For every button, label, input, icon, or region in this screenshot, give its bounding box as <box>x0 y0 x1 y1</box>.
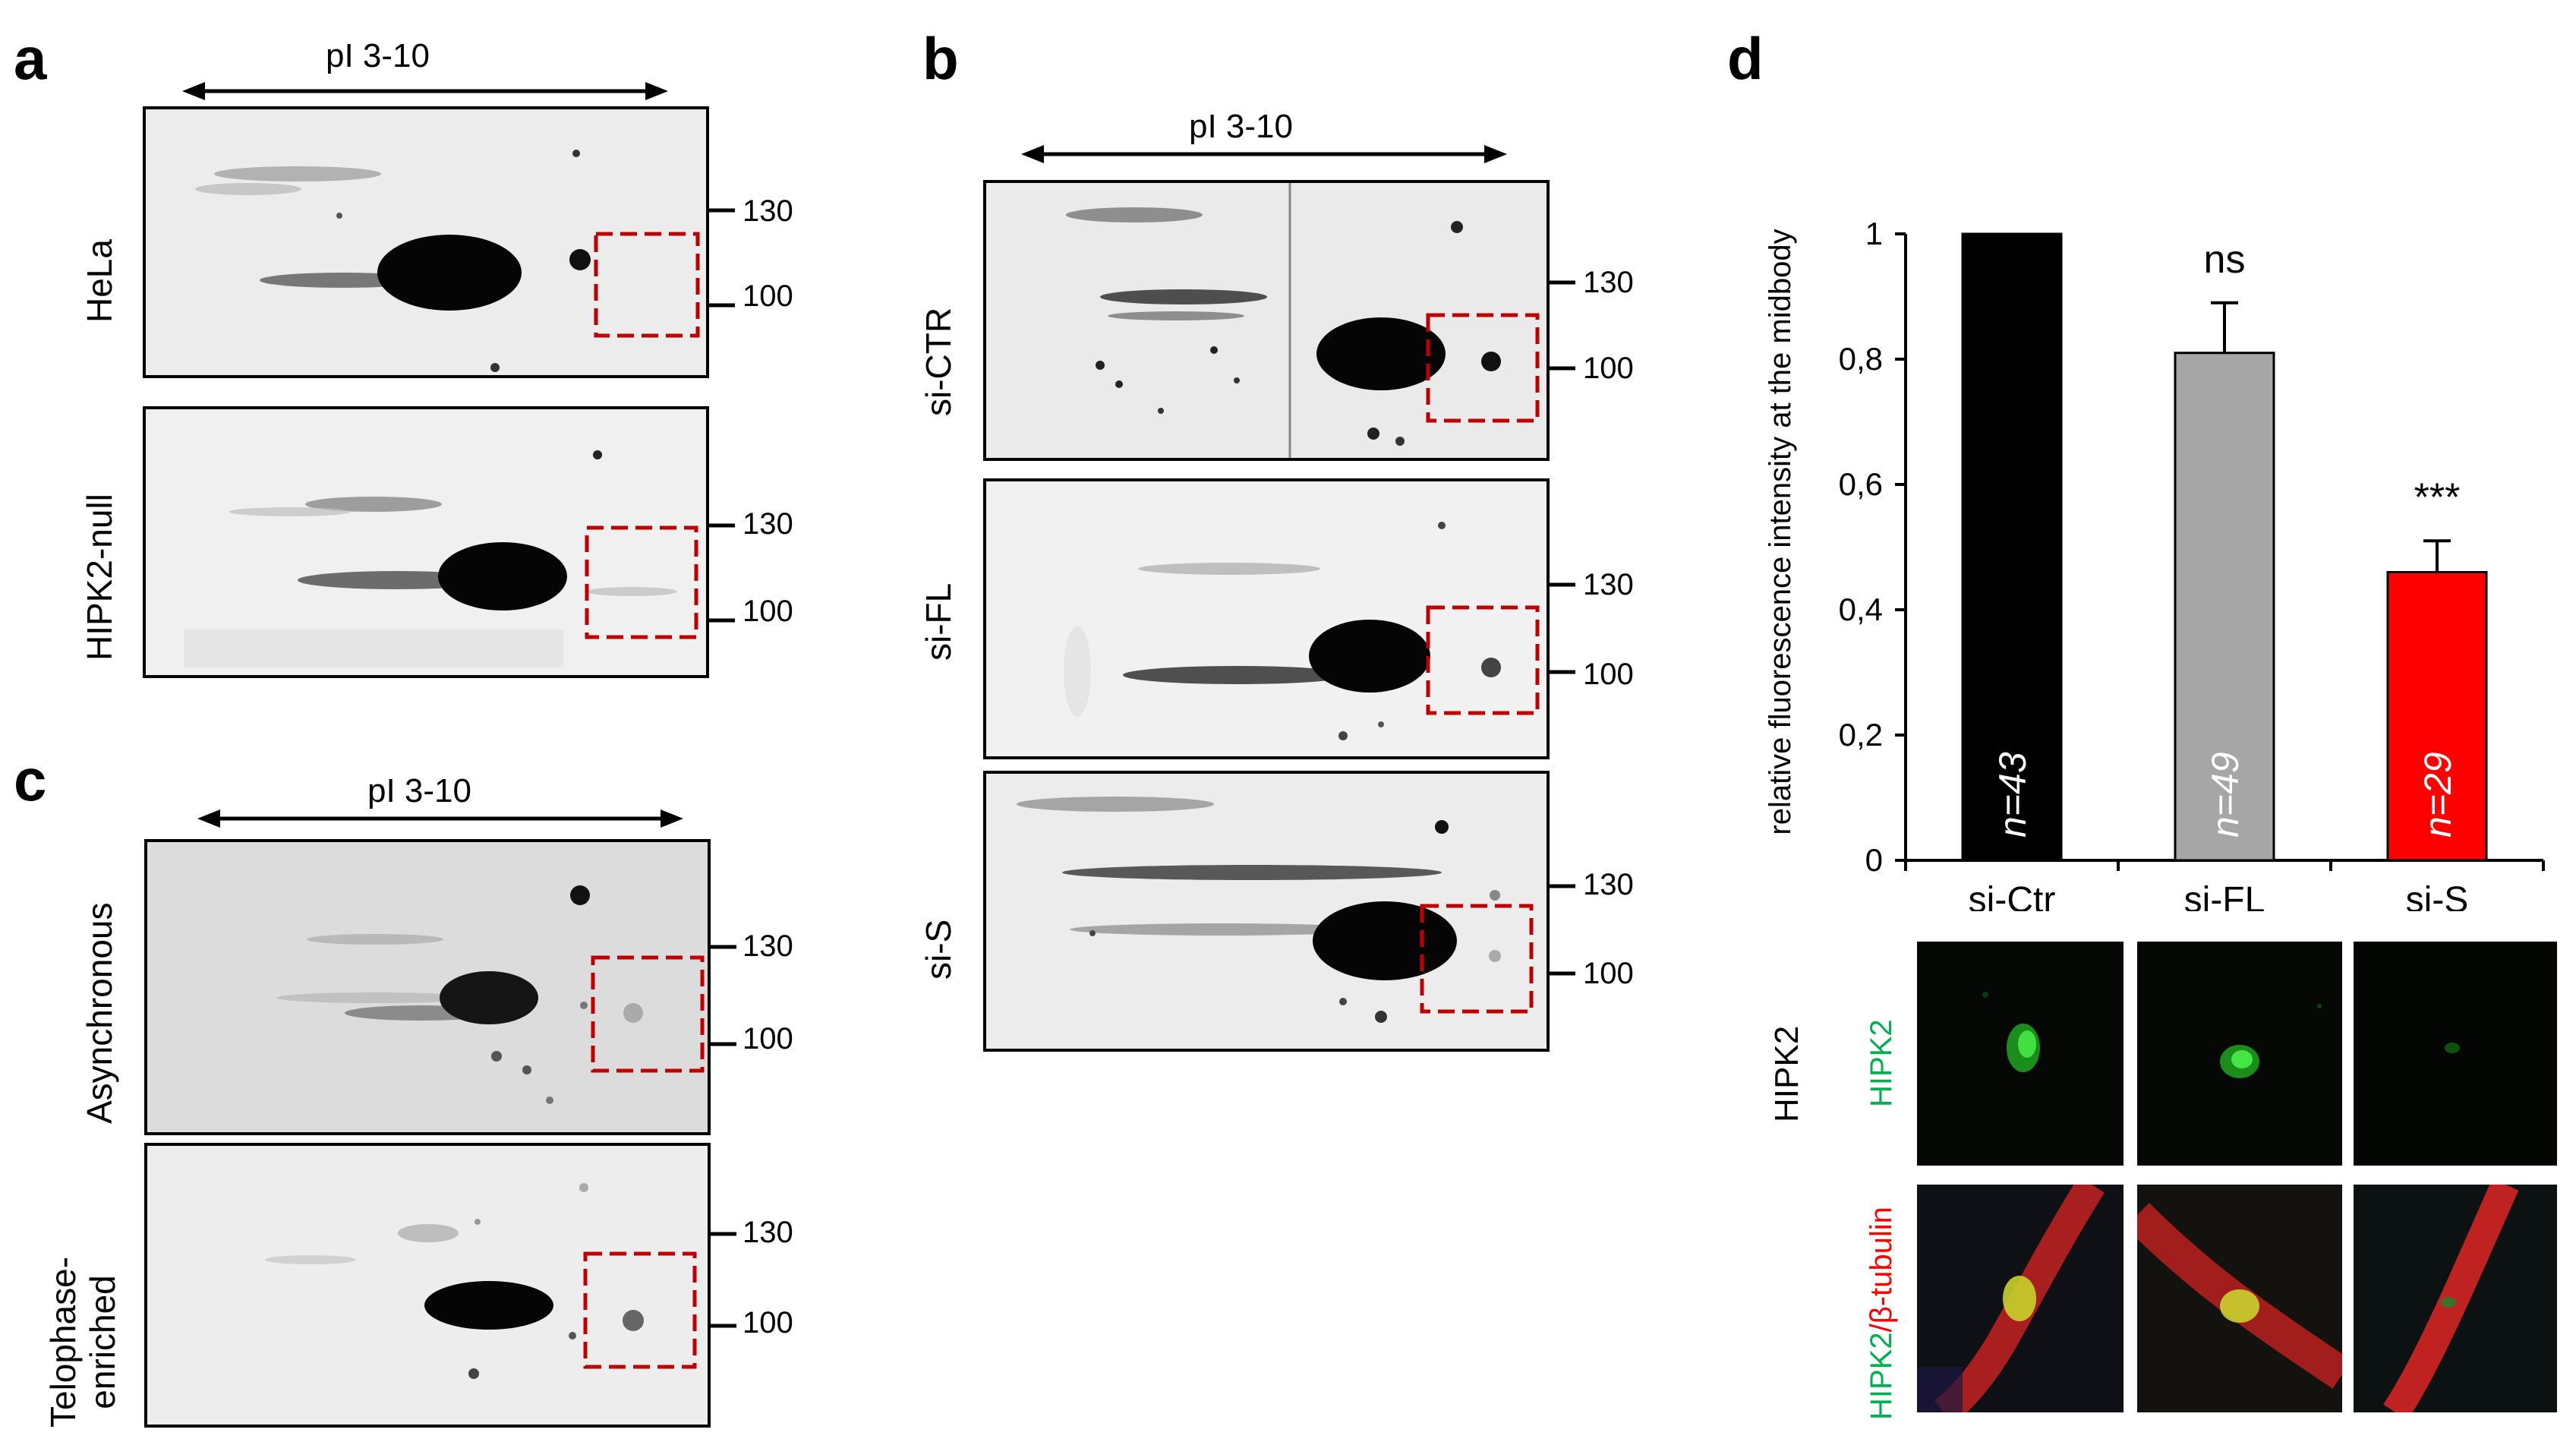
micrograph-merge-si-fl <box>2137 1185 2342 1412</box>
micrograph-merge-si-ctr <box>1917 1185 2124 1412</box>
roi-box-si-fl <box>1426 605 1540 715</box>
panel-letter-a: a <box>14 25 47 92</box>
marker-100-si-ctr: 100 <box>1583 352 1634 385</box>
micrograph-hipk2-si-s <box>2354 942 2557 1166</box>
y-tick-label: 0 <box>1865 842 1883 878</box>
channel-label-hipk2: HIPK2 <box>1865 1019 1898 1107</box>
row-label-telophase-line1: Telophase- <box>43 1256 83 1428</box>
x-category-label-si-fl: si-FL <box>2184 880 2265 911</box>
y-tick-label: 1 <box>1865 216 1883 251</box>
panel-letter-c: c <box>14 746 47 813</box>
roi-box-telophase-enriched <box>583 1251 697 1369</box>
x-category-label-si-s: si-S <box>2406 880 2469 911</box>
marker-130-hela: 130 <box>743 194 793 228</box>
row-label-asynchronous: Asynchronous <box>80 902 119 1125</box>
roi-box-hela <box>594 232 700 338</box>
row-label-si-ctr: si-CTR <box>919 307 958 416</box>
marker-130-telophase-enriched: 130 <box>743 1216 793 1249</box>
marker-ticks-asynchronous <box>711 945 736 1046</box>
roi-box-si-ctr <box>1426 313 1540 423</box>
gel-blot-telophase-enriched <box>144 1143 711 1428</box>
marker-100-si-s: 100 <box>1583 957 1634 990</box>
panel-letter-d: d <box>1727 25 1764 92</box>
bar-si-ctr <box>1961 232 2063 862</box>
ph-range-label-a: pI 3-10 <box>326 37 430 74</box>
marker-100-hipk2-null: 100 <box>743 595 793 628</box>
gel-blot-si-fl <box>983 478 1550 759</box>
marker-ticks-telophase-enriched <box>711 1232 736 1328</box>
micrograph-hipk2-si-fl <box>2137 942 2342 1166</box>
significance-label-si-fl: ns <box>2204 238 2246 282</box>
gel-blot-si-s <box>983 771 1550 1052</box>
channel-label-merge: HIPK2/β-tubulin <box>1865 1207 1898 1420</box>
channel-label-merge-tubulin: β-tubulin <box>1865 1207 1898 1324</box>
marker-130-si-fl: 130 <box>1583 568 1634 601</box>
marker-130-si-ctr: 130 <box>1583 266 1634 299</box>
roi-box-asynchronous <box>591 955 705 1073</box>
marker-ticks-si-s <box>1550 884 1575 976</box>
channel-label-merge-hipk2: HIPK2 <box>1865 1332 1898 1420</box>
marker-ticks-hipk2-null <box>709 523 735 623</box>
ph-range-arrow-b <box>1021 145 1507 163</box>
x-category-label-si-ctr: si-Ctr <box>1969 880 2056 911</box>
row-label-telophase-enriched: Telophase- enriched <box>43 1256 122 1428</box>
marker-100-telophase-enriched: 100 <box>743 1306 793 1339</box>
roi-box-si-s <box>1420 904 1534 1014</box>
y-tick-label: 0,6 <box>1839 466 1883 502</box>
marker-ticks-si-fl <box>1550 582 1575 674</box>
micrograph-merge-si-s <box>2354 1185 2557 1412</box>
bar-n-label-si-s: n=29 <box>2417 752 2459 838</box>
roi-box-hipk2-null <box>585 525 698 639</box>
gel-blot-asynchronous <box>144 839 711 1135</box>
significance-label-si-s: *** <box>2414 475 2461 519</box>
gel-blot-si-ctr <box>983 180 1550 461</box>
bar-n-label-si-ctr: n=43 <box>1991 752 2034 838</box>
micrograph-hipk2-si-ctr <box>1917 942 2124 1166</box>
channel-label-merge-sep: / <box>1865 1324 1898 1333</box>
ph-range-label-c: pI 3-10 <box>367 772 471 809</box>
ph-range-arrow-c <box>197 809 683 828</box>
row-label-hela: HeLa <box>80 239 119 323</box>
row-label-hipk2-null: HIPK2-null <box>80 494 119 661</box>
bar-chart: relative fluorescence intensity at the m… <box>1764 216 2545 911</box>
gel-blot-hela <box>143 106 709 378</box>
marker-100-asynchronous: 100 <box>743 1022 793 1055</box>
image-row-label-hipk2: HIPK2 <box>1768 1025 1805 1122</box>
panel-letter-b: b <box>922 25 959 92</box>
y-tick-label: 0,2 <box>1839 717 1883 753</box>
ph-range-arrow-a <box>182 82 668 100</box>
row-label-telophase-line2: enriched <box>82 1275 122 1409</box>
marker-ticks-si-ctr <box>1550 280 1575 371</box>
row-label-si-fl: si-FL <box>919 582 958 661</box>
y-tick-label: 0,4 <box>1839 592 1883 627</box>
marker-ticks-hela <box>709 208 735 308</box>
bar-n-label-si-fl: n=49 <box>2204 752 2247 838</box>
row-label-si-s: si-S <box>919 919 958 980</box>
y-axis-label: relative fluorescence intensity at the m… <box>1764 229 1797 835</box>
y-tick-label: 0,8 <box>1839 341 1883 377</box>
marker-100-hela: 100 <box>743 279 793 313</box>
bar-si-fl <box>2174 352 2275 862</box>
marker-130-asynchronous: 130 <box>743 929 793 963</box>
marker-100-si-fl: 100 <box>1583 658 1634 691</box>
gel-blot-hipk2-null <box>143 406 709 678</box>
ph-range-label-b: pI 3-10 <box>1189 108 1293 145</box>
bar-si-s <box>2386 571 2488 862</box>
marker-130-hipk2-null: 130 <box>743 507 793 541</box>
marker-130-si-s: 130 <box>1583 868 1634 901</box>
